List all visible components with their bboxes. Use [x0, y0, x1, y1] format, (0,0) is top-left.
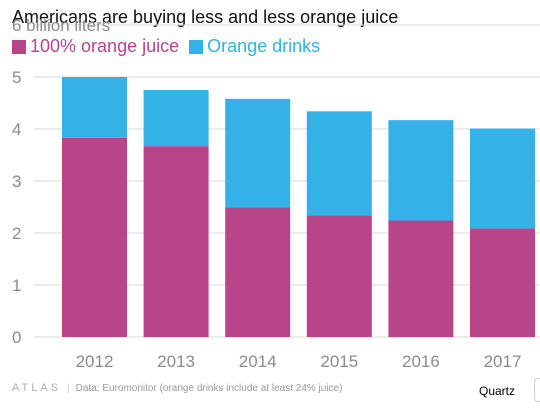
y-tick-label: 5	[12, 68, 21, 87]
bar-orange-juice-2013	[143, 146, 209, 337]
x-tick-label-2015: 2015	[320, 352, 358, 371]
x-tick-label-2014: 2014	[239, 352, 277, 371]
bar-orange-drinks-2014	[225, 98, 291, 208]
legend-swatch-orange-juice	[12, 39, 26, 54]
x-tick-label-2012: 2012	[76, 352, 114, 371]
x-tick-label-2013: 2013	[157, 352, 195, 371]
y-tick-label: 0	[12, 328, 21, 347]
bar-orange-juice-2017	[470, 228, 535, 337]
legend-label-orange-drinks: Orange drinks	[207, 36, 321, 56]
chart-footer: ATLAS | Data: Euromonitor (orange drinks…	[12, 382, 342, 394]
bar-orange-juice-2015	[306, 215, 372, 337]
bar-orange-drinks-2015	[306, 111, 372, 216]
publisher-label: Quartz	[479, 384, 516, 398]
bar-orange-drinks-2012	[62, 77, 127, 138]
source-note: Data: Euromonitor (orange drinks include…	[75, 382, 343, 394]
atlas-logo: ATLAS	[12, 382, 62, 394]
legend-label-orange-juice: 100% orange juice	[30, 36, 180, 56]
chart-legend: 100% orange juice Orange drinks	[12, 36, 330, 57]
x-tick-label-2017: 2017	[484, 352, 522, 371]
bar-orange-drinks-2013	[143, 90, 209, 147]
y-tick-label: 4	[12, 120, 21, 139]
y-tick-label: 1	[12, 276, 21, 295]
y-tick-label: 3	[12, 172, 21, 191]
bar-orange-juice-2012	[62, 137, 127, 337]
bar-orange-juice-2014	[225, 207, 291, 337]
y-axis-unit-label: 6 billion liters	[12, 16, 110, 35]
y-tick-label: 2	[12, 224, 21, 243]
legend-item-orange-drinks: Orange drinks	[189, 36, 320, 57]
chart-title: Americans are buying less and less orang…	[12, 7, 399, 27]
legend-item-orange-juice: 100% orange juice	[12, 36, 179, 57]
legend-swatch-orange-drinks	[189, 39, 204, 54]
corner-tab	[534, 378, 540, 402]
bar-orange-juice-2016	[388, 220, 454, 337]
bar-orange-drinks-2017	[470, 128, 535, 229]
footer-separator: |	[67, 382, 70, 394]
bar-orange-drinks-2016	[388, 120, 454, 221]
x-tick-label-2016: 2016	[402, 352, 440, 371]
